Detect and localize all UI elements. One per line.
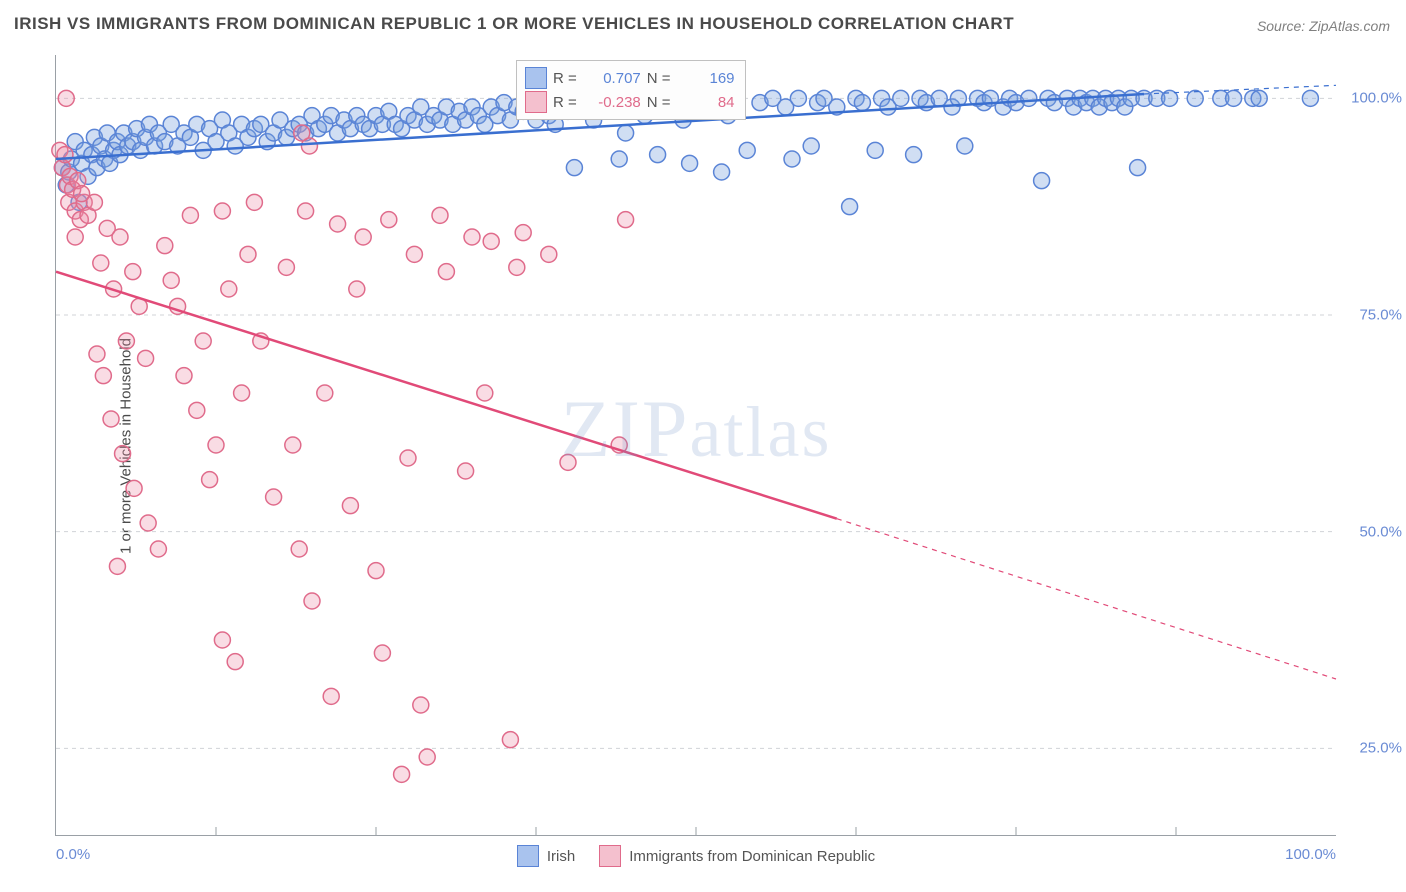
y-tick-label: 25.0% <box>1359 740 1402 757</box>
series-name-irish: Irish <box>547 848 575 865</box>
legend-row-dominican: R = -0.238 N = 84 <box>525 91 735 113</box>
source-label: Source: ZipAtlas.com <box>1257 18 1390 34</box>
swatch-irish <box>517 845 539 867</box>
legend-item-irish: Irish <box>517 845 575 867</box>
chart-title: IRISH VS IMMIGRANTS FROM DOMINICAN REPUB… <box>14 14 1014 34</box>
n-label: N = <box>647 70 671 87</box>
r-value-dominican: -0.238 <box>583 94 641 111</box>
series-name-dominican: Immigrants from Dominican Republic <box>629 848 875 865</box>
n-value-dominican: 84 <box>677 94 735 111</box>
swatch-dominican <box>599 845 621 867</box>
n-label: N = <box>647 94 671 111</box>
plot-area: ZIPatlas R = 0.707 N = 169 R = -0.238 N … <box>55 55 1336 836</box>
correlation-legend: R = 0.707 N = 169 R = -0.238 N = 84 <box>516 60 746 120</box>
r-label: R = <box>553 94 577 111</box>
y-tick-label: 100.0% <box>1351 90 1402 107</box>
x-tick-label: 0.0% <box>56 846 90 863</box>
swatch-dominican <box>525 91 547 113</box>
y-tick-label: 50.0% <box>1359 523 1402 540</box>
swatch-irish <box>525 67 547 89</box>
series-legend: Irish Immigrants from Dominican Republic <box>56 845 1336 867</box>
n-value-irish: 169 <box>677 70 735 87</box>
y-tick-label: 75.0% <box>1359 307 1402 324</box>
r-label: R = <box>553 70 577 87</box>
legend-item-dominican: Immigrants from Dominican Republic <box>599 845 875 867</box>
chart-svg <box>56 55 1336 835</box>
legend-row-irish: R = 0.707 N = 169 <box>525 67 735 89</box>
x-tick-label: 100.0% <box>1285 846 1336 863</box>
r-value-irish: 0.707 <box>583 70 641 87</box>
